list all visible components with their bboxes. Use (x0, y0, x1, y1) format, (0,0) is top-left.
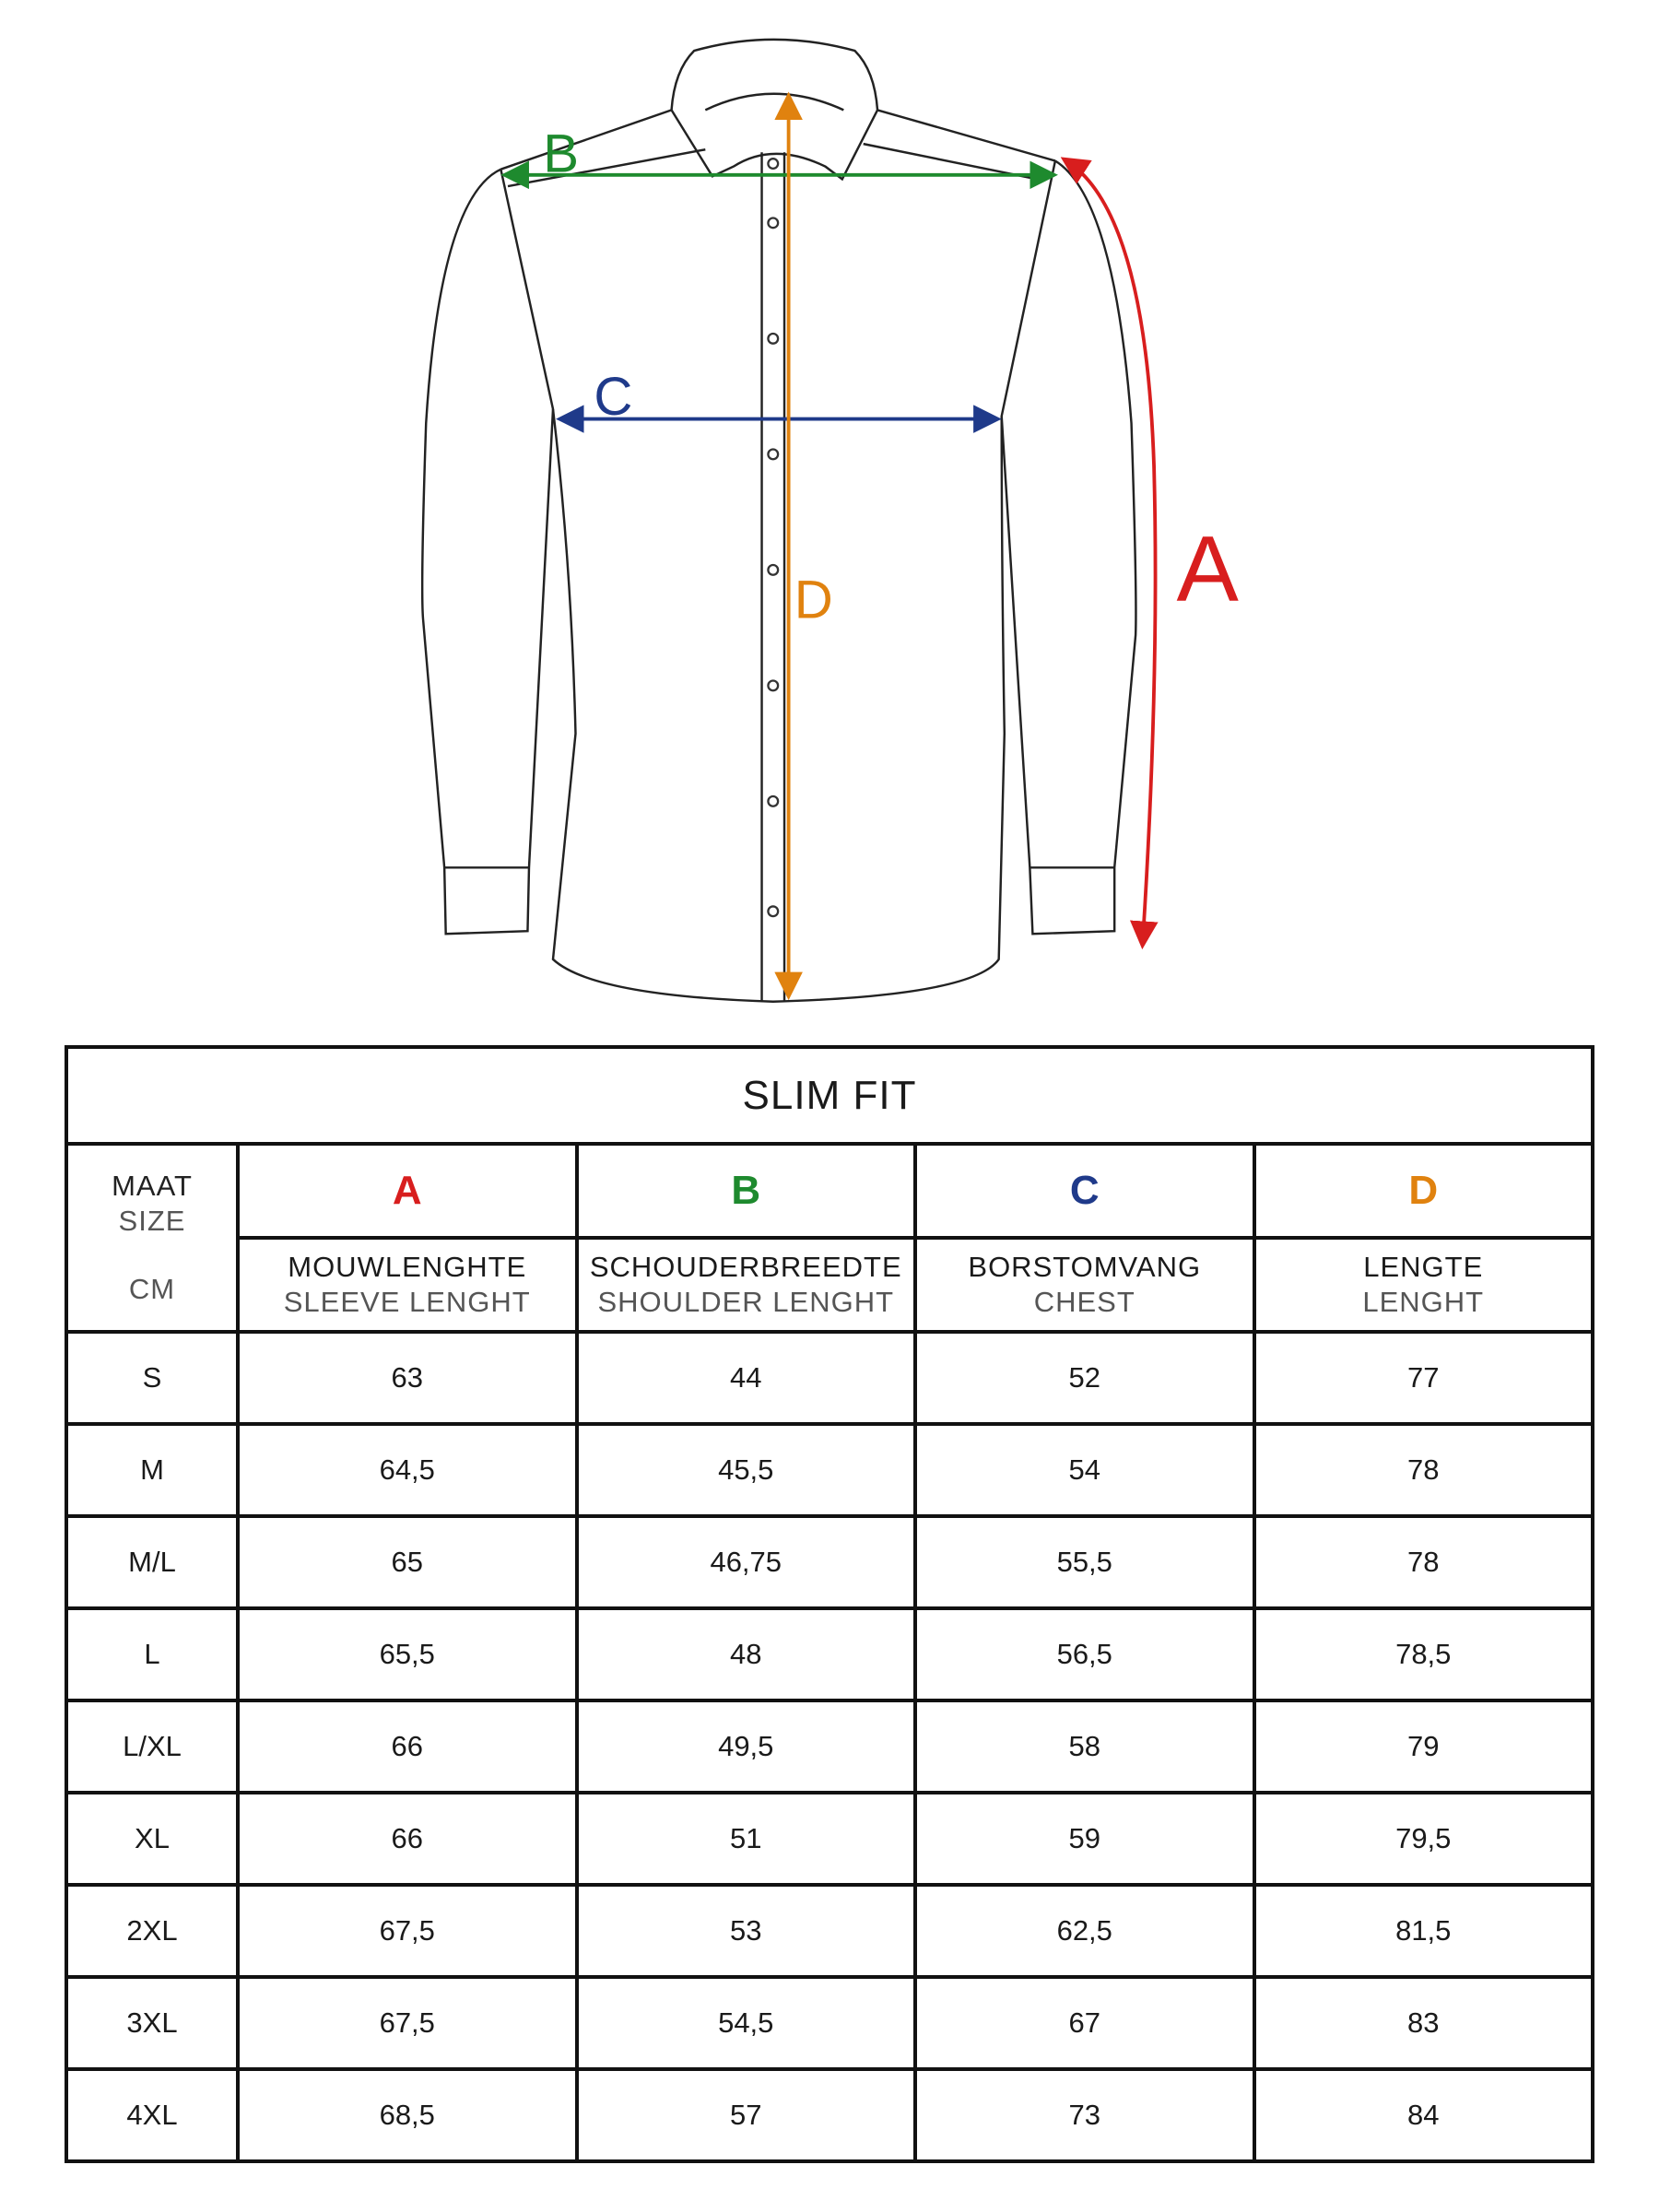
column-header-b: SCHOUDERBREEDTE SHOULDER LENGHT (574, 1236, 917, 1334)
measure-a-arrow (1060, 157, 1159, 950)
table-row: 2XL 67,5 53 62,5 81,5 (65, 1883, 1594, 1979)
measurement-cell: 49,5 (574, 1699, 917, 1794)
column-letter-d: D (1252, 1142, 1594, 1240)
column-name-nl: BORSTOMVANG (968, 1251, 1202, 1283)
measurement-cell: 77 (1252, 1330, 1594, 1426)
column-name-en: LENGHT (1362, 1286, 1485, 1318)
size-cell: L (65, 1606, 240, 1702)
size-cell: M (65, 1422, 240, 1518)
measurement-cell: 73 (913, 2067, 1256, 2163)
measurement-cell: 67,5 (236, 1975, 579, 2071)
measurement-cell: 52 (913, 1330, 1256, 1426)
measure-c-label: C (594, 367, 632, 427)
measurement-cell: 79 (1252, 1699, 1594, 1794)
measurement-cell: 44 (574, 1330, 917, 1426)
size-cell: L/XL (65, 1699, 240, 1794)
size-chart-table: SLIM FIT MAAT SIZE CM A B C D MOUWLENGHT… (65, 1045, 1594, 2163)
size-header: MAAT SIZE CM (65, 1142, 240, 1334)
size-cell: M/L (65, 1514, 240, 1610)
table-row: XL 66 51 59 79,5 (65, 1791, 1594, 1887)
table-row: M/L 65 46,75 55,5 78 (65, 1514, 1594, 1610)
measurement-cell: 65 (236, 1514, 579, 1610)
column-header-d: LENGTE LENGHT (1252, 1236, 1594, 1334)
size-cell: 2XL (65, 1883, 240, 1979)
unit-label: CM (128, 1273, 176, 1305)
column-header-a: MOUWLENGHTE SLEEVE LENGHT (236, 1236, 579, 1334)
table-row: 3XL 67,5 54,5 67 83 (65, 1975, 1594, 2071)
column-letter-b: B (574, 1142, 917, 1240)
table-row: L 65,5 48 56,5 78,5 (65, 1606, 1594, 1702)
measurement-cell: 54 (913, 1422, 1256, 1518)
measurement-cell: 79,5 (1252, 1791, 1594, 1887)
column-letter-c: C (913, 1142, 1256, 1240)
column-name-en: SHOULDER LENGHT (597, 1286, 895, 1318)
shirt-buttons (767, 158, 780, 918)
measure-d-label: D (794, 570, 833, 629)
column-name-nl: MOUWLENGHTE (288, 1251, 527, 1283)
measurement-cell: 65,5 (236, 1606, 579, 1702)
measurement-cell: 54,5 (574, 1975, 917, 2071)
measurement-cell: 63 (236, 1330, 579, 1426)
size-cell: 3XL (65, 1975, 240, 2071)
shirt-outline (420, 38, 1137, 1003)
measurement-cell: 78,5 (1252, 1606, 1594, 1702)
measurement-cell: 64,5 (236, 1422, 579, 1518)
table-row: 4XL 68,5 57 73 84 (65, 2067, 1594, 2163)
column-header-c: BORSTOMVANG CHEST (913, 1236, 1256, 1334)
measurement-cell: 78 (1252, 1514, 1594, 1610)
column-name-nl: LENGTE (1363, 1251, 1484, 1283)
measurement-cell: 59 (913, 1791, 1256, 1887)
column-name-nl: SCHOUDERBREEDTE (589, 1251, 902, 1283)
size-cell: XL (65, 1791, 240, 1887)
measurement-cell: 46,75 (574, 1514, 917, 1610)
measurement-cell: 55,5 (913, 1514, 1256, 1610)
measurement-cell: 83 (1252, 1975, 1594, 2071)
measurement-cell: 81,5 (1252, 1883, 1594, 1979)
measurement-cell: 66 (236, 1791, 579, 1887)
table-row: M 64,5 45,5 54 78 (65, 1422, 1594, 1518)
measurement-cell: 45,5 (574, 1422, 917, 1518)
measurement-cell: 67 (913, 1975, 1256, 2071)
measure-a-label: A (1177, 518, 1240, 621)
size-header-en: SIZE (118, 1205, 186, 1237)
measurement-cell: 66 (236, 1699, 579, 1794)
measurement-cell: 78 (1252, 1422, 1594, 1518)
measurement-cell: 51 (574, 1791, 917, 1887)
measurement-cell: 68,5 (236, 2067, 579, 2163)
measurement-cell: 57 (574, 2067, 917, 2163)
measurement-cell: 58 (913, 1699, 1256, 1794)
measurement-cell: 84 (1252, 2067, 1594, 2163)
measurement-cell: 53 (574, 1883, 917, 1979)
column-name-en: SLEEVE LENGHT (283, 1286, 531, 1318)
column-name-en: CHEST (1033, 1286, 1135, 1318)
measurement-cell: 56,5 (913, 1606, 1256, 1702)
measurement-cell: 48 (574, 1606, 917, 1702)
table-row: L/XL 66 49,5 58 79 (65, 1699, 1594, 1794)
column-letter-a: A (236, 1142, 579, 1240)
table-title: SLIM FIT (65, 1045, 1594, 1146)
size-cell: S (65, 1330, 240, 1426)
size-cell: 4XL (65, 2067, 240, 2163)
measurement-cell: 67,5 (236, 1883, 579, 1979)
table-row: S 63 44 52 77 (65, 1330, 1594, 1426)
measure-b-label: B (543, 124, 579, 184)
size-header-nl: MAAT (112, 1170, 193, 1202)
measurement-cell: 62,5 (913, 1883, 1256, 1979)
